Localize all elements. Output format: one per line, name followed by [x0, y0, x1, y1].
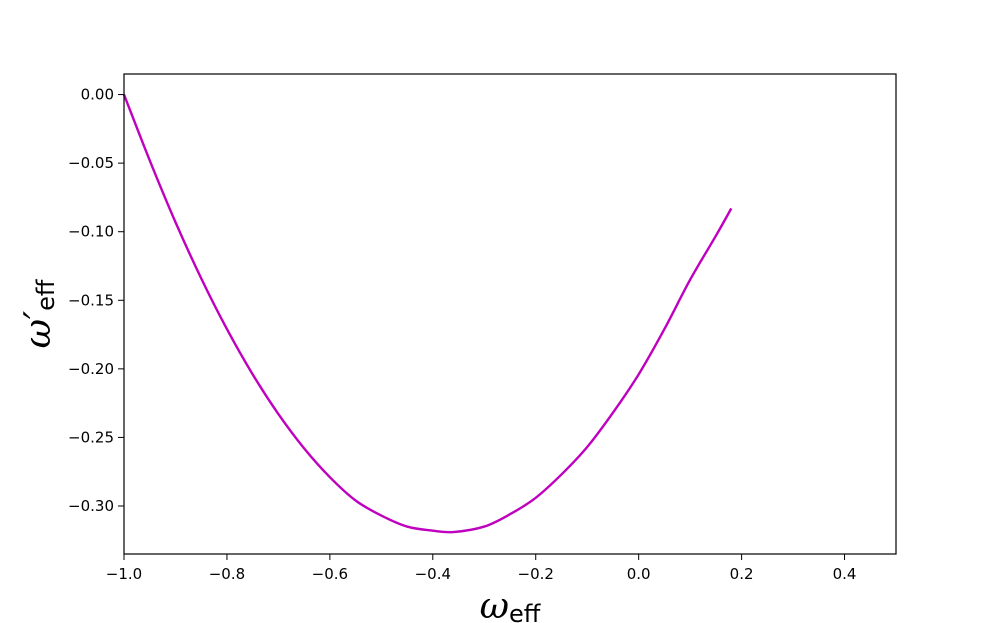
x-axis-label-main: ω	[480, 586, 509, 623]
x-tick-label: −0.2	[518, 565, 554, 583]
x-axis-label: ωeff	[480, 586, 541, 623]
x-tick-label: −0.8	[209, 565, 245, 583]
plot-frame	[123, 73, 897, 555]
y-axis-label: ω′eff	[18, 279, 60, 348]
x-tick-label: 0.2	[730, 565, 754, 583]
x-tick-label: −0.4	[415, 565, 451, 583]
y-tick-label: −0.25	[68, 428, 114, 446]
x-tick-label: −1.0	[106, 565, 142, 583]
y-tick-label: −0.10	[68, 223, 114, 241]
y-tick-label: −0.20	[68, 360, 114, 378]
x-tick-label: −0.6	[312, 565, 348, 583]
x-axis-label-sub: eff	[509, 600, 541, 623]
y-axis-label-main: ω′	[18, 311, 59, 349]
y-tick-label: −0.30	[68, 497, 114, 515]
series-layer	[122, 94, 733, 534]
y-tick-label: −0.05	[68, 154, 114, 172]
y-tick-label: 0.00	[81, 86, 114, 104]
y-tick-label: −0.15	[68, 291, 114, 309]
y-axis-ticks: 0.00 −0.05 −0.10 −0.15 −0.20 −0.25 −0.30	[68, 86, 124, 515]
x-tick-label: 0.0	[627, 565, 651, 583]
series-line	[122, 94, 733, 534]
x-axis-ticks: −1.0 −0.8 −0.6 −0.4 −0.2 0.0 0.2 0.4	[106, 554, 857, 583]
y-axis-label-sub: eff	[32, 279, 60, 311]
plot-area	[124, 74, 896, 554]
x-tick-label: 0.4	[833, 565, 857, 583]
